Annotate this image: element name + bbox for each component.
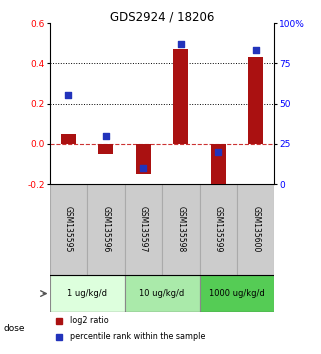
Text: GSM135596: GSM135596	[101, 206, 110, 252]
Point	[103, 133, 108, 139]
Bar	[173, 49, 188, 144]
Bar	[87, 184, 125, 275]
Bar	[61, 134, 76, 144]
Bar	[237, 184, 274, 275]
Title: GDS2924 / 18206: GDS2924 / 18206	[110, 10, 214, 23]
Bar	[125, 275, 200, 313]
Text: percentile rank within the sample: percentile rank within the sample	[70, 332, 205, 342]
Text: dose: dose	[3, 324, 25, 333]
Bar	[211, 144, 226, 190]
Bar	[162, 184, 200, 275]
Text: GSM135595: GSM135595	[64, 206, 73, 252]
Bar	[136, 144, 151, 174]
Bar	[50, 184, 87, 275]
Text: log2 ratio: log2 ratio	[70, 316, 109, 325]
Text: GSM135600: GSM135600	[251, 206, 260, 252]
Bar	[125, 184, 162, 275]
Text: 1000 ug/kg/d: 1000 ug/kg/d	[209, 289, 265, 298]
Text: 10 ug/kg/d: 10 ug/kg/d	[140, 289, 185, 298]
Bar	[99, 144, 113, 154]
Text: GSM135598: GSM135598	[176, 206, 185, 252]
Text: GSM135599: GSM135599	[214, 206, 223, 252]
Bar	[248, 57, 263, 144]
Point	[216, 149, 221, 155]
Text: GSM135597: GSM135597	[139, 206, 148, 252]
Bar	[50, 275, 125, 313]
Bar	[200, 275, 274, 313]
Point	[253, 47, 258, 53]
Point	[66, 93, 71, 98]
Bar	[200, 184, 237, 275]
Point	[141, 165, 146, 171]
Point	[178, 41, 183, 47]
Text: 1 ug/kg/d: 1 ug/kg/d	[67, 289, 107, 298]
